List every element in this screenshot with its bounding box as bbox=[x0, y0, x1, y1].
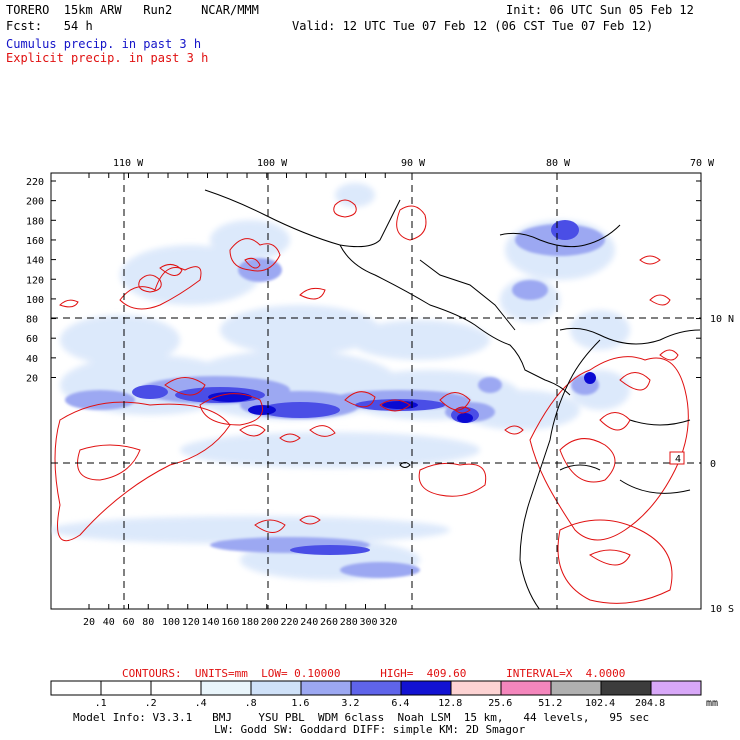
x-tick-label: 260 bbox=[320, 617, 338, 628]
x-tick-label: 200 bbox=[261, 617, 279, 628]
colorbar-swatch bbox=[500, 680, 552, 696]
colorbar-label: .2 bbox=[145, 698, 157, 709]
x-tick-label: 100 bbox=[162, 617, 180, 628]
colorbar-swatch bbox=[650, 680, 702, 696]
lon-label: 110 W bbox=[113, 158, 144, 169]
physics-info: LW: Godd SW: Goddard DIFF: simple KM: 2D… bbox=[214, 723, 526, 736]
y-tick-label: 40 bbox=[26, 354, 38, 365]
explicit-contours bbox=[54, 199, 689, 604]
x-tick-label: 300 bbox=[360, 617, 378, 628]
lon-label: 100 W bbox=[257, 158, 288, 169]
x-tick-label: 140 bbox=[202, 617, 220, 628]
init-time: Init: 06 UTC Sun 05 Feb 12 bbox=[506, 3, 694, 17]
y-tick-label: 200 bbox=[26, 197, 44, 208]
forecast-hour: Fcst: 54 h bbox=[6, 19, 93, 33]
model-info: Model Info: V3.3.1 BMJ YSU PBL WDM 6clas… bbox=[73, 711, 650, 724]
colorbar-swatch bbox=[150, 680, 202, 696]
y-tick-label: 120 bbox=[26, 275, 44, 286]
x-tick-label: 20 bbox=[83, 617, 95, 628]
y-tick-label: 20 bbox=[26, 374, 38, 385]
x-tick-label: 240 bbox=[300, 617, 318, 628]
lon-label: 80 W bbox=[546, 158, 571, 169]
x-tick-label: 320 bbox=[379, 617, 397, 628]
model-title: TORERO 15km ARW Run2 NCAR/MMM bbox=[6, 3, 259, 17]
contour-info: CONTOURS: UNITS=mm LOW= 0.10000 HIGH= 40… bbox=[122, 667, 626, 680]
colorbar-unit: mm bbox=[706, 698, 718, 709]
x-tick-label: 40 bbox=[103, 617, 115, 628]
colorbar-swatch bbox=[300, 680, 352, 696]
x-tick-label: 180 bbox=[241, 617, 259, 628]
point-marker-label: 4 bbox=[675, 454, 681, 465]
valid-time: Valid: 12 UTC Tue 07 Feb 12 (06 CST Tue … bbox=[292, 19, 654, 33]
colorbar-label: 3.2 bbox=[341, 698, 359, 709]
graticule bbox=[51, 173, 701, 609]
y-tick-label: 140 bbox=[26, 256, 44, 267]
x-tick-label: 160 bbox=[221, 617, 239, 628]
heavy-precip-layer bbox=[208, 372, 596, 423]
colorbar-swatch bbox=[50, 680, 102, 696]
lon-label: 70 W bbox=[690, 158, 715, 169]
cumulus-legend: Cumulus precip. in past 3 h bbox=[6, 37, 202, 51]
colorbar-label: 204.8 bbox=[635, 698, 665, 709]
colorbar-label: 102.4 bbox=[585, 698, 615, 709]
colorbar-label: .1 bbox=[95, 698, 107, 709]
colorbar-swatch bbox=[400, 680, 452, 696]
lat-label: 10 S bbox=[710, 604, 734, 615]
colorbar-label: 51.2 bbox=[538, 698, 562, 709]
x-tick-label: 280 bbox=[340, 617, 358, 628]
lat-label: 0 bbox=[710, 459, 716, 470]
x-tick-label: 60 bbox=[123, 617, 135, 628]
colorbar-label: 12.8 bbox=[438, 698, 462, 709]
colorbar-label: 6.4 bbox=[391, 698, 409, 709]
x-tick-label: 120 bbox=[182, 617, 200, 628]
x-tick-label: 80 bbox=[142, 617, 154, 628]
colorbar: .1 .2 .4 .8 1.6 3.2 6.4 12.8 25.6 51.2 102.4 204.8 m… bbox=[50, 680, 718, 709]
colorbar-swatch bbox=[200, 680, 252, 696]
colorbar-swatch bbox=[550, 680, 602, 696]
y-tick-label: 60 bbox=[26, 334, 38, 345]
lon-label: 90 W bbox=[401, 158, 426, 169]
colorbar-swatch bbox=[600, 680, 652, 696]
colorbar-label: .8 bbox=[245, 698, 257, 709]
colorbar-label: 25.6 bbox=[488, 698, 512, 709]
colorbar-label: 1.6 bbox=[291, 698, 309, 709]
y-tick-label: 180 bbox=[26, 216, 44, 227]
lat-label: 10 N bbox=[710, 314, 734, 325]
y-tick-label: 220 bbox=[26, 177, 44, 188]
point-marker bbox=[669, 451, 685, 465]
colorbar-label: .4 bbox=[195, 698, 207, 709]
y-tick-label: 100 bbox=[26, 295, 44, 306]
colorbar-swatch bbox=[350, 680, 402, 696]
y-tick-label: 80 bbox=[26, 315, 38, 326]
colorbar-swatch bbox=[100, 680, 152, 696]
colorbar-swatch bbox=[450, 680, 502, 696]
explicit-legend: Explicit precip. in past 3 h bbox=[6, 51, 209, 65]
y-tick-label: 160 bbox=[26, 236, 44, 247]
x-tick-label: 220 bbox=[281, 617, 299, 628]
coastlines bbox=[204, 189, 701, 609]
colorbar-swatch bbox=[250, 680, 302, 696]
